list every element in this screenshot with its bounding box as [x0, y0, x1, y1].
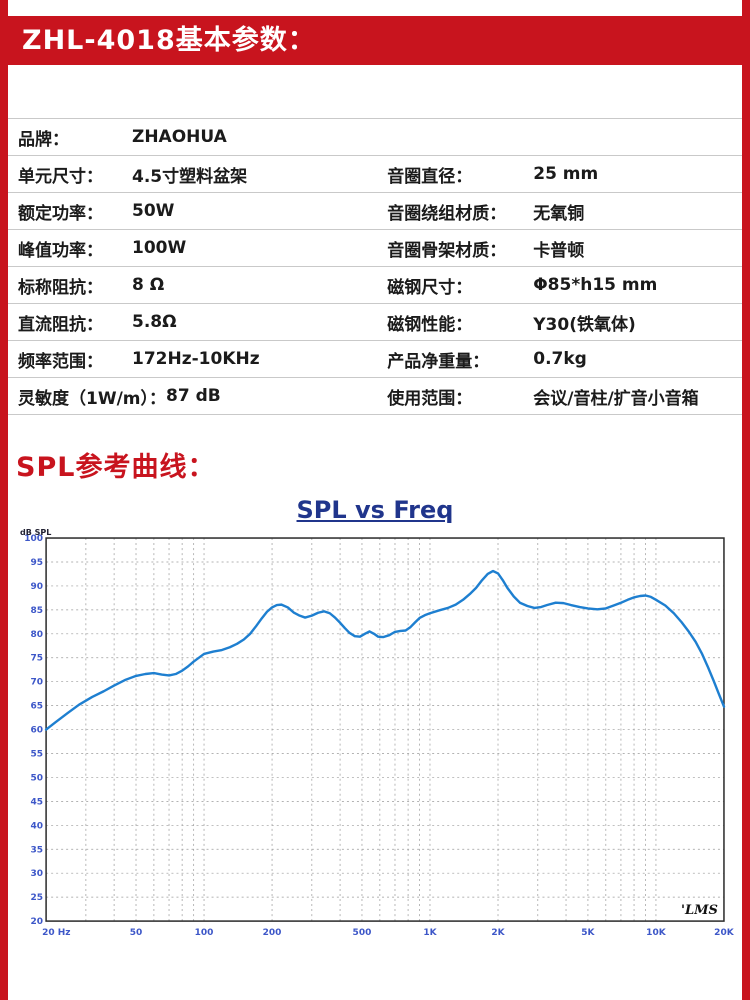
- svg-text:35: 35: [31, 845, 44, 855]
- svg-text:5K: 5K: [581, 928, 595, 938]
- spec-table: 品牌： ZHAOHUA 单元尺寸： 4.5寸塑料盆架 音圈直径： 25 mm 额…: [8, 118, 742, 415]
- svg-text:200: 200: [263, 928, 282, 938]
- spl-section-title: SPL参考曲线：: [16, 452, 216, 483]
- spec-cell-right: 音圈骨架材质： 卡普顿: [387, 236, 742, 261]
- spec-cell-left: 品牌： ZHAOHUA: [18, 125, 387, 150]
- spec-label: 使用范围：: [387, 388, 473, 409]
- spec-label: 灵敏度（1W/m）：: [18, 388, 167, 409]
- svg-text:40: 40: [31, 821, 44, 831]
- svg-text:50: 50: [31, 773, 44, 783]
- svg-text:45: 45: [31, 797, 44, 807]
- svg-text:30: 30: [31, 869, 44, 879]
- spec-cell-left: 频率范围： 172Hz-10KHz: [18, 347, 387, 372]
- spec-value: 50W: [132, 201, 175, 221]
- spec-cell-right: 磁钢尺寸： Φ85*h15 mm: [387, 273, 742, 298]
- svg-text:65: 65: [31, 702, 44, 712]
- spec-table-row: 标称阻抗： 8 Ω 磁钢尺寸： Φ85*h15 mm: [8, 267, 742, 304]
- svg-text:20: 20: [31, 917, 44, 927]
- spec-value: 4.5寸塑料盆架: [132, 166, 248, 187]
- spec-cell-left: 直流阻抗： 5.8Ω: [18, 310, 387, 335]
- spec-value: 会议/音柱/扩音小音箱: [533, 388, 699, 409]
- chart-title: SPL vs Freq: [296, 496, 454, 524]
- spec-label: 音圈骨架材质：: [387, 240, 507, 261]
- spl-chart-section: SPL vs Freq 20 25 30 35 40 45 50 55 60 65 70 75 80 85…: [8, 496, 742, 945]
- spec-label: 直流阻抗：: [18, 314, 103, 335]
- svg-text:50: 50: [130, 928, 143, 938]
- svg-text:dB SPL: dB SPL: [20, 528, 51, 537]
- spec-label: 音圈直径：: [387, 166, 473, 187]
- spec-value: 0.7kg: [533, 349, 587, 369]
- spec-table-row: 峰值功率： 100W 音圈骨架材质： 卡普顿: [8, 230, 742, 267]
- spec-label: 单元尺寸：: [18, 166, 103, 187]
- spec-value: 25 mm: [533, 164, 599, 184]
- spec-value: Y30(铁氧体): [533, 314, 636, 335]
- svg-text:60: 60: [31, 726, 44, 736]
- spec-cell-right: 使用范围： 会议/音柱/扩音小音箱: [387, 384, 742, 409]
- spec-value: ZHAOHUA: [132, 127, 227, 147]
- svg-text:25: 25: [31, 893, 44, 903]
- svg-text:90: 90: [31, 582, 44, 592]
- svg-text:'LMS: 'LMS: [681, 903, 718, 918]
- spec-cell-right: 音圈直径： 25 mm: [387, 162, 742, 187]
- spec-label: 峰值功率：: [18, 240, 103, 261]
- svg-text:80: 80: [31, 630, 44, 640]
- spec-label: 音圈绕组材质：: [387, 203, 507, 224]
- spec-cell-left: 单元尺寸： 4.5寸塑料盆架: [18, 162, 387, 187]
- svg-text:2K: 2K: [491, 928, 505, 938]
- spec-cell-left: 标称阻抗： 8 Ω: [18, 273, 387, 298]
- spec-table-row: 频率范围： 172Hz-10KHz 产品净重量： 0.7kg: [8, 341, 742, 378]
- svg-text:85: 85: [31, 606, 44, 616]
- spl-vs-freq-chart: 20 25 30 35 40 45 50 55 60 65 70 75 80 85 90 95 100 20 Hz…: [20, 528, 734, 938]
- svg-text:70: 70: [31, 678, 44, 688]
- spec-table-row: 品牌： ZHAOHUA: [8, 119, 742, 156]
- spec-table-row: 直流阻抗： 5.8Ω 磁钢性能： Y30(铁氧体): [8, 304, 742, 341]
- spec-table-row: 单元尺寸： 4.5寸塑料盆架 音圈直径： 25 mm: [8, 156, 742, 193]
- svg-text:100: 100: [24, 534, 43, 544]
- spec-cell-left: 额定功率： 50W: [18, 199, 387, 224]
- spec-label: 产品净重量：: [387, 351, 490, 372]
- svg-text:1K: 1K: [423, 928, 437, 938]
- spec-table-row: 灵敏度（1W/m）： 87 dB 使用范围： 会议/音柱/扩音小音箱: [8, 378, 742, 415]
- spec-cell-right: 音圈绕组材质： 无氧铜: [387, 199, 742, 224]
- svg-text:95: 95: [31, 558, 44, 568]
- spec-cell-left: 峰值功率： 100W: [18, 236, 387, 261]
- spec-value: 无氧铜: [533, 203, 585, 224]
- banner-title: ZHL-4018基本参数：: [22, 25, 316, 56]
- spec-value: 87 dB: [166, 386, 221, 406]
- svg-text:75: 75: [31, 654, 44, 664]
- spec-label: 标称阻抗：: [18, 277, 103, 298]
- svg-text:20K: 20K: [714, 928, 734, 938]
- spec-value: 172Hz-10KHz: [132, 349, 260, 369]
- spec-cell-right: 磁钢性能： Y30(铁氧体): [387, 310, 742, 335]
- spec-table-row: 额定功率： 50W 音圈绕组材质： 无氧铜: [8, 193, 742, 230]
- spec-value: 5.8Ω: [132, 312, 177, 332]
- spec-cell-right: 产品净重量： 0.7kg: [387, 347, 742, 372]
- spec-cell-left: 灵敏度（1W/m）： 87 dB: [18, 384, 387, 409]
- page-content: ZHL-4018基本参数： 品牌： ZHAOHUA 单元尺寸： 4.5寸塑料盆架…: [8, 0, 742, 1000]
- spec-label: 品牌：: [18, 129, 69, 150]
- spec-value: Φ85*h15 mm: [533, 275, 658, 295]
- svg-text:10K: 10K: [646, 928, 667, 938]
- spec-label: 磁钢尺寸：: [387, 277, 473, 298]
- svg-text:100: 100: [195, 928, 214, 938]
- spec-value: 100W: [132, 238, 187, 258]
- spec-value: 8 Ω: [132, 275, 165, 295]
- svg-text:55: 55: [31, 750, 44, 760]
- left-red-border: [0, 0, 8, 1000]
- spec-value: 卡普顿: [533, 240, 585, 261]
- spec-label: 频率范围：: [18, 351, 103, 372]
- svg-text:20 Hz: 20 Hz: [42, 928, 70, 938]
- right-red-border: [742, 0, 750, 1000]
- svg-text:500: 500: [353, 928, 372, 938]
- spec-label: 磁钢性能：: [387, 314, 473, 335]
- basic-params-banner: ZHL-4018基本参数：: [8, 16, 742, 65]
- spec-label: 额定功率：: [18, 203, 103, 224]
